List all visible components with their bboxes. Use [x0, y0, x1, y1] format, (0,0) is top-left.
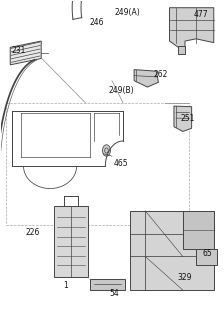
Polygon shape: [134, 69, 158, 87]
Polygon shape: [183, 211, 214, 249]
Text: 54: 54: [109, 289, 119, 298]
Polygon shape: [130, 211, 214, 290]
Polygon shape: [10, 41, 41, 65]
Text: 465: 465: [114, 159, 128, 168]
Text: 226: 226: [25, 228, 40, 237]
Polygon shape: [174, 106, 192, 132]
Text: 65: 65: [202, 249, 212, 258]
Circle shape: [103, 145, 110, 156]
Polygon shape: [170, 8, 214, 47]
Polygon shape: [196, 249, 217, 265]
Text: 249(A): 249(A): [115, 8, 140, 17]
Polygon shape: [90, 279, 125, 290]
Text: 246: 246: [89, 18, 104, 27]
Text: 231: 231: [12, 46, 26, 55]
Text: 262: 262: [153, 70, 168, 79]
Text: 251: 251: [180, 114, 194, 123]
Polygon shape: [54, 206, 88, 277]
Text: 249(B): 249(B): [108, 86, 134, 95]
Text: 329: 329: [178, 273, 192, 282]
Polygon shape: [178, 46, 185, 54]
Text: 1: 1: [63, 281, 68, 290]
Text: 477: 477: [193, 10, 208, 19]
